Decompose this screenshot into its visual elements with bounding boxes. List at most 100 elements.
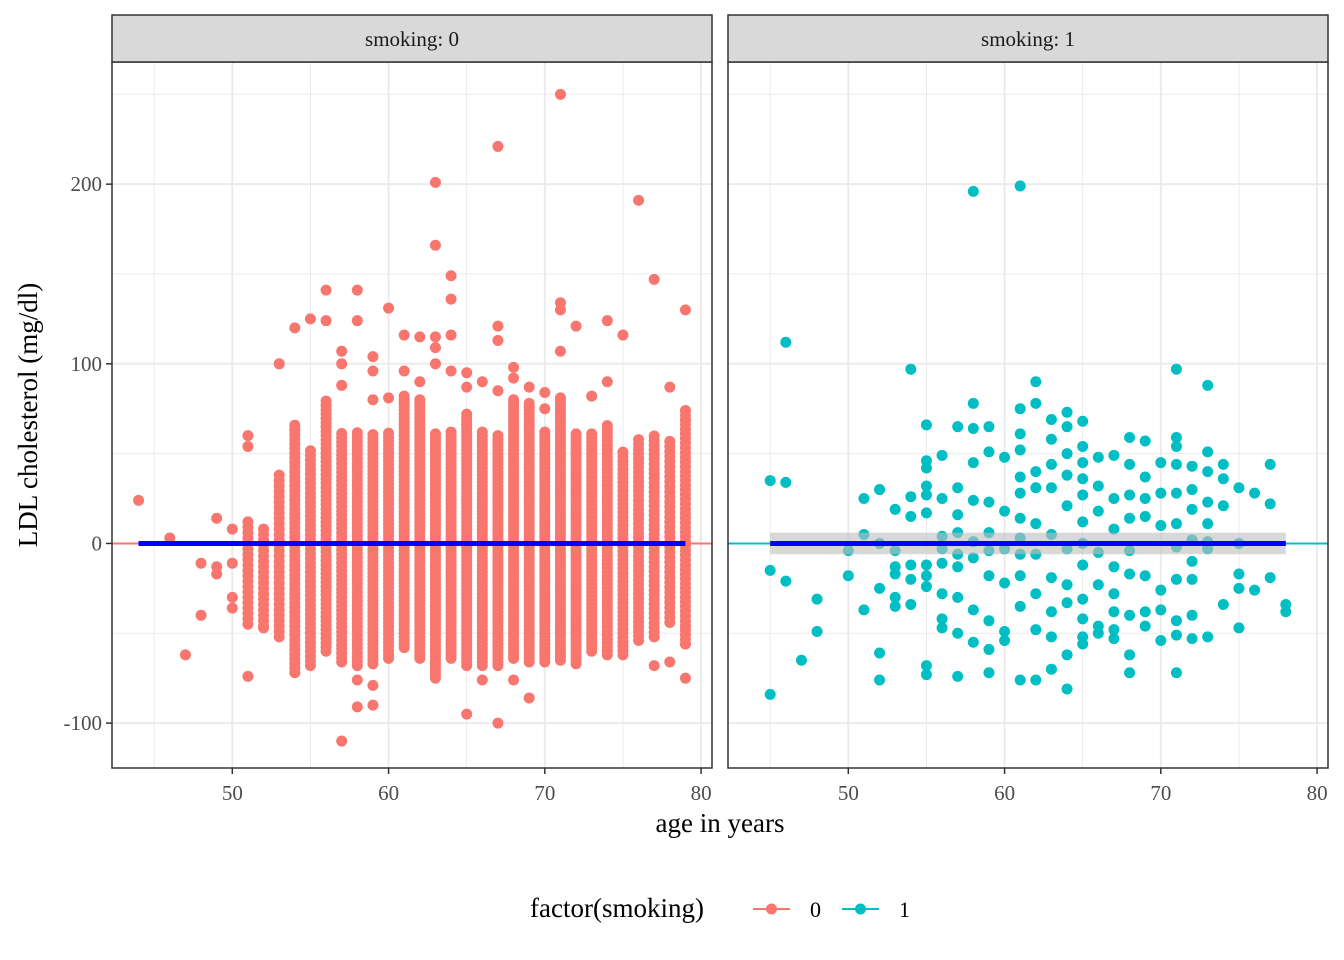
data-point bbox=[351, 674, 363, 686]
data-point bbox=[554, 304, 566, 316]
data-point bbox=[1264, 498, 1276, 510]
data-point bbox=[1233, 582, 1245, 594]
data-point bbox=[1077, 489, 1089, 501]
y-tick-label: 0 bbox=[92, 531, 103, 555]
facet-strip bbox=[727, 14, 1329, 63]
data-point bbox=[398, 329, 410, 341]
data-point bbox=[967, 552, 979, 564]
data-point bbox=[952, 509, 964, 521]
legend: factor(smoking) 0 1 bbox=[530, 893, 910, 923]
data-point bbox=[983, 643, 995, 655]
data-point bbox=[920, 581, 932, 593]
data-point bbox=[554, 392, 566, 404]
data-point bbox=[858, 493, 870, 505]
data-point bbox=[1092, 579, 1104, 591]
data-point bbox=[1045, 663, 1057, 675]
panel-background bbox=[112, 62, 712, 768]
data-point bbox=[1092, 627, 1104, 639]
data-point bbox=[429, 331, 441, 343]
data-point bbox=[920, 489, 932, 501]
data-point bbox=[1139, 493, 1151, 505]
data-point bbox=[1108, 606, 1120, 618]
points-series-1 bbox=[764, 180, 1292, 700]
data-point bbox=[492, 430, 504, 442]
data-point bbox=[1108, 561, 1120, 573]
data-point bbox=[586, 390, 598, 402]
data-point bbox=[429, 428, 441, 440]
data-point bbox=[936, 588, 948, 600]
data-point bbox=[1030, 674, 1042, 686]
data-point bbox=[952, 421, 964, 433]
data-point bbox=[461, 408, 473, 420]
data-point bbox=[633, 434, 645, 446]
data-point bbox=[967, 397, 979, 409]
data-point bbox=[1014, 512, 1026, 524]
data-point bbox=[952, 591, 964, 603]
data-point bbox=[764, 475, 776, 487]
data-point bbox=[1045, 572, 1057, 584]
data-point bbox=[795, 654, 807, 666]
data-point bbox=[936, 613, 948, 625]
data-point bbox=[351, 315, 363, 327]
data-point bbox=[242, 430, 254, 442]
data-point bbox=[920, 507, 932, 519]
data-point bbox=[1108, 588, 1120, 600]
legend-key-point-1 bbox=[855, 903, 866, 915]
data-point bbox=[539, 403, 551, 415]
data-point bbox=[554, 88, 566, 100]
data-point bbox=[1186, 503, 1198, 515]
data-point bbox=[351, 427, 363, 439]
data-point bbox=[383, 392, 395, 404]
data-point bbox=[1092, 480, 1104, 492]
panels-layer: smoking: 0 50 60 70 80 -100 0 100 200 smoking: 1 5… bbox=[64, 14, 1329, 805]
points-series-0 bbox=[133, 88, 691, 747]
data-point bbox=[523, 692, 535, 704]
data-point bbox=[874, 484, 886, 496]
data-point bbox=[648, 430, 660, 442]
data-point bbox=[320, 395, 332, 407]
data-point bbox=[920, 559, 932, 571]
data-point bbox=[476, 674, 488, 686]
data-point bbox=[273, 469, 285, 481]
data-point bbox=[1233, 568, 1245, 580]
data-point bbox=[1014, 471, 1026, 483]
data-point bbox=[445, 293, 457, 305]
data-point bbox=[1186, 484, 1198, 496]
data-point bbox=[1233, 622, 1245, 634]
data-point bbox=[1170, 431, 1182, 443]
data-point bbox=[351, 284, 363, 296]
data-point bbox=[936, 493, 948, 505]
data-point bbox=[1186, 633, 1198, 645]
data-point bbox=[967, 604, 979, 616]
x-tick-label: 70 bbox=[1150, 781, 1171, 805]
data-point bbox=[1108, 633, 1120, 645]
data-point bbox=[1124, 649, 1136, 661]
data-point bbox=[523, 397, 535, 409]
data-point bbox=[508, 394, 520, 406]
data-point bbox=[1014, 428, 1026, 440]
data-point bbox=[679, 638, 691, 650]
data-point bbox=[1202, 466, 1214, 478]
data-point bbox=[476, 376, 488, 388]
data-point bbox=[1030, 466, 1042, 478]
data-point bbox=[1155, 487, 1167, 499]
data-point bbox=[1202, 631, 1214, 643]
data-point bbox=[936, 557, 948, 569]
data-point bbox=[1139, 620, 1151, 632]
data-point bbox=[874, 674, 886, 686]
data-point bbox=[414, 376, 426, 388]
data-point bbox=[226, 602, 238, 614]
data-point bbox=[1061, 649, 1073, 661]
data-point bbox=[164, 532, 176, 544]
data-point bbox=[461, 367, 473, 379]
data-point bbox=[1108, 624, 1120, 636]
data-point bbox=[429, 358, 441, 370]
data-point bbox=[889, 503, 901, 515]
data-point bbox=[1014, 180, 1026, 192]
data-point bbox=[1045, 413, 1057, 425]
data-point bbox=[920, 480, 932, 492]
data-point bbox=[1030, 518, 1042, 530]
data-point bbox=[999, 625, 1011, 637]
data-point bbox=[398, 365, 410, 377]
data-point bbox=[1092, 505, 1104, 517]
